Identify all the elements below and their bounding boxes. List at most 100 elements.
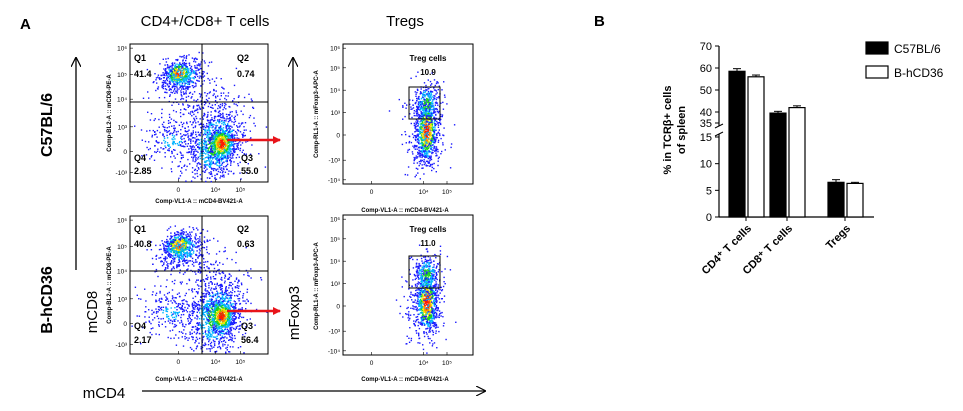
event-dot xyxy=(220,324,223,326)
event-dot xyxy=(168,85,170,87)
event-dot xyxy=(219,348,222,350)
event-dot xyxy=(217,328,219,331)
event-dot xyxy=(183,310,185,312)
event-dot xyxy=(157,76,159,78)
event-dot xyxy=(195,133,197,136)
event-dot xyxy=(222,158,224,160)
event-dot xyxy=(146,249,148,251)
event-dot xyxy=(228,152,231,154)
event-dot xyxy=(186,301,188,303)
event-dot xyxy=(183,68,185,71)
event-dot xyxy=(225,314,228,316)
event-dot xyxy=(187,151,190,154)
row-label-bhcd36: B-hCD36 xyxy=(39,266,56,334)
event-dot xyxy=(228,332,230,334)
event-dot xyxy=(221,318,224,320)
event-dot xyxy=(209,300,212,303)
event-dot xyxy=(188,255,190,257)
event-dot xyxy=(217,316,219,319)
event-dot xyxy=(214,328,216,331)
event-dot xyxy=(170,243,173,245)
event-dot xyxy=(160,261,162,263)
event-dot xyxy=(182,71,184,74)
event-dot xyxy=(231,337,234,339)
event-dot xyxy=(181,245,183,247)
event-dot xyxy=(164,142,166,144)
event-dot xyxy=(251,144,253,146)
event-dot xyxy=(238,95,240,97)
event-dot xyxy=(218,115,220,118)
event-dot xyxy=(222,326,225,328)
event-dot xyxy=(225,108,227,110)
event-dot xyxy=(215,297,217,300)
event-dot xyxy=(173,257,176,259)
event-dot xyxy=(213,343,216,345)
event-dot xyxy=(233,319,236,321)
event-dot xyxy=(232,322,234,324)
event-dot xyxy=(175,236,177,238)
event-dot xyxy=(173,135,176,137)
event-dot xyxy=(174,234,177,236)
event-dot xyxy=(173,258,176,260)
event-dot xyxy=(215,313,217,316)
event-dot xyxy=(233,121,235,124)
event-dot xyxy=(209,335,211,338)
event-dot xyxy=(212,305,214,308)
event-dot xyxy=(226,330,228,332)
event-dot xyxy=(209,173,212,175)
event-dot xyxy=(188,316,191,318)
event-dot xyxy=(209,348,212,350)
event-dot xyxy=(222,121,224,123)
event-dot xyxy=(242,149,244,151)
event-dot xyxy=(198,245,200,247)
event-dot xyxy=(253,117,255,119)
event-dot xyxy=(417,153,419,155)
event-dot xyxy=(206,308,208,310)
event-dot xyxy=(213,80,216,83)
event-dot xyxy=(176,81,179,83)
event-dot xyxy=(204,304,207,306)
event-dot xyxy=(220,129,222,131)
event-dot xyxy=(223,143,226,146)
event-dot xyxy=(178,254,180,256)
event-dot xyxy=(167,248,170,250)
event-dot xyxy=(209,281,212,283)
event-dot xyxy=(159,307,162,309)
event-dot xyxy=(173,316,176,319)
event-dot xyxy=(210,341,213,344)
event-dot xyxy=(159,301,161,303)
event-dot xyxy=(219,114,221,117)
event-dot xyxy=(171,73,173,75)
event-dot xyxy=(226,257,228,260)
event-dot xyxy=(163,247,165,249)
event-dot xyxy=(168,66,171,69)
event-dot xyxy=(148,316,150,318)
event-dot xyxy=(182,55,184,58)
event-dot xyxy=(197,245,199,247)
event-dot xyxy=(227,322,230,324)
event-dot xyxy=(211,308,214,311)
event-dot xyxy=(215,161,217,164)
event-dot xyxy=(238,315,241,317)
event-dot xyxy=(169,76,172,79)
event-dot xyxy=(208,160,211,162)
event-dot xyxy=(165,296,167,298)
event-dot xyxy=(208,316,210,319)
event-dot xyxy=(172,63,174,65)
event-dot xyxy=(211,314,213,316)
event-dot xyxy=(233,300,235,302)
event-dot xyxy=(168,113,171,116)
event-dot xyxy=(164,258,167,260)
event-dot xyxy=(174,320,176,322)
event-dot xyxy=(202,332,204,335)
event-dot xyxy=(178,103,180,105)
event-dot xyxy=(199,96,202,98)
event-dot xyxy=(224,336,226,338)
event-dot xyxy=(215,84,217,86)
event-dot xyxy=(192,338,194,341)
event-dot xyxy=(200,149,202,151)
event-dot xyxy=(158,325,160,327)
event-dot xyxy=(186,256,188,258)
event-dot xyxy=(214,145,217,147)
event-dot xyxy=(232,148,234,150)
